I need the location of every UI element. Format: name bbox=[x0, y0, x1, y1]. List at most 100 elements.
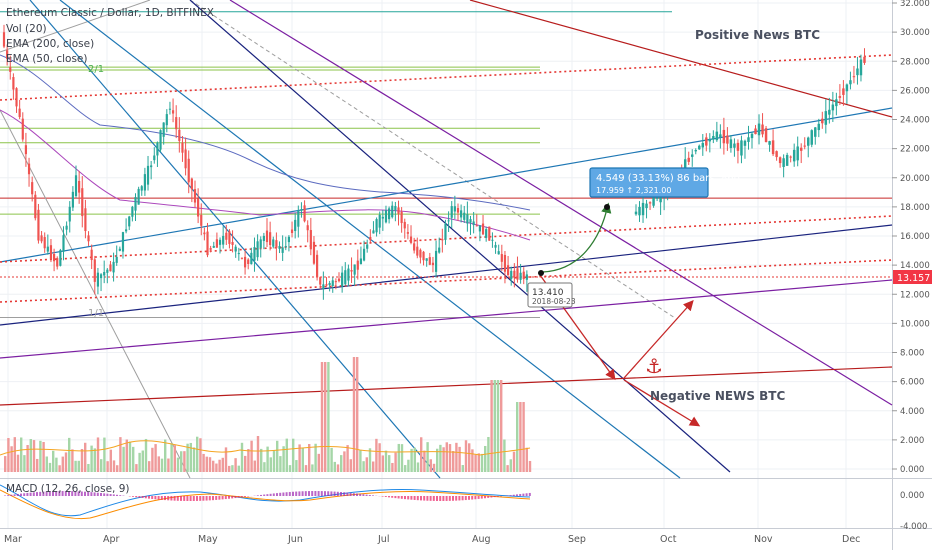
price-axis-label: 14.000 bbox=[900, 261, 930, 271]
candle bbox=[291, 230, 293, 233]
macd-bar bbox=[276, 493, 278, 496]
candle bbox=[466, 214, 468, 223]
time-axis-label: Jul bbox=[377, 534, 389, 545]
candle bbox=[501, 254, 503, 262]
macd-bar bbox=[487, 496, 489, 498]
candle bbox=[188, 159, 190, 183]
candle bbox=[768, 141, 770, 145]
macd-bar bbox=[362, 494, 364, 496]
volume-bar bbox=[218, 460, 220, 472]
volume-bar bbox=[362, 461, 364, 472]
candle bbox=[22, 119, 24, 140]
volume-bar bbox=[506, 465, 508, 472]
candle bbox=[103, 272, 105, 275]
candle bbox=[332, 280, 334, 286]
volume-bar bbox=[369, 448, 371, 472]
macd-bar bbox=[452, 496, 454, 501]
volume-bar bbox=[106, 461, 108, 472]
volume-bar bbox=[494, 380, 496, 472]
candle bbox=[169, 109, 171, 110]
macd-bar bbox=[446, 496, 448, 501]
macd-bar bbox=[318, 491, 320, 496]
candle bbox=[695, 150, 697, 151]
macd-bar bbox=[330, 491, 332, 496]
macd-bar bbox=[225, 496, 227, 499]
candle bbox=[269, 232, 271, 245]
macd-bar bbox=[238, 496, 240, 498]
candle bbox=[44, 237, 46, 248]
macd-bar bbox=[244, 496, 246, 497]
negative-news-label: Negative NEWS BTC bbox=[650, 389, 785, 403]
volume-bar bbox=[366, 457, 368, 472]
candle bbox=[335, 281, 337, 282]
candle bbox=[435, 251, 437, 272]
time-axis-label: Sep bbox=[568, 534, 586, 545]
volume-bar bbox=[446, 442, 448, 472]
candle bbox=[75, 175, 77, 196]
macd-bar bbox=[401, 496, 403, 499]
volume-bar bbox=[145, 439, 147, 472]
macd-bar bbox=[449, 496, 451, 501]
macd-axis-zero: 0.000 bbox=[900, 491, 924, 501]
candle bbox=[94, 259, 96, 282]
volume-bar bbox=[295, 460, 297, 472]
candle bbox=[447, 220, 449, 221]
volume-bar bbox=[420, 437, 422, 472]
candle bbox=[687, 158, 689, 162]
candle bbox=[200, 215, 202, 226]
macd-bar bbox=[174, 496, 176, 501]
candle bbox=[526, 274, 528, 279]
price-axis-label: 32.000 bbox=[900, 0, 930, 9]
candle bbox=[652, 197, 654, 206]
macd-bar bbox=[305, 491, 307, 496]
macd-bar bbox=[279, 493, 281, 496]
candle bbox=[138, 189, 140, 205]
volume-bar bbox=[148, 461, 150, 472]
candle bbox=[863, 57, 865, 63]
candle bbox=[257, 241, 259, 257]
candle bbox=[825, 111, 827, 125]
volume-bar bbox=[343, 451, 345, 472]
macd-bar bbox=[298, 491, 300, 496]
anchor-icon: ⚓ bbox=[645, 354, 663, 378]
macd-bar bbox=[190, 496, 192, 501]
volume-bar bbox=[404, 465, 406, 472]
volume-bar bbox=[503, 439, 505, 472]
time-axis-label: May bbox=[198, 534, 218, 545]
volume-bar bbox=[289, 465, 291, 472]
candle bbox=[635, 212, 637, 215]
candle bbox=[498, 251, 500, 254]
volume-bar bbox=[350, 459, 352, 472]
volume-bar bbox=[324, 362, 326, 472]
candle bbox=[485, 229, 487, 238]
volume-bar bbox=[71, 449, 73, 472]
volume-bar bbox=[337, 464, 339, 472]
volume-bar bbox=[526, 448, 528, 472]
candle bbox=[404, 222, 406, 228]
candle bbox=[216, 239, 218, 247]
candle bbox=[31, 182, 33, 194]
candle bbox=[391, 206, 393, 217]
macd-bar bbox=[222, 496, 224, 499]
candle bbox=[375, 219, 377, 232]
volume-bar bbox=[490, 380, 492, 472]
volume-bar bbox=[154, 444, 156, 472]
volume-bar bbox=[276, 441, 278, 472]
candle bbox=[744, 141, 746, 146]
volume-bar bbox=[398, 444, 400, 472]
macd-bar bbox=[337, 492, 339, 496]
macd-bar bbox=[526, 493, 528, 496]
candle bbox=[40, 235, 42, 241]
volume-bar bbox=[388, 455, 390, 472]
price-axis-label: 10.000 bbox=[900, 319, 930, 329]
macd-bar bbox=[138, 496, 140, 498]
macd-bar bbox=[302, 491, 304, 496]
macd-bar bbox=[407, 496, 409, 499]
candle bbox=[62, 235, 64, 252]
volume-bar bbox=[311, 464, 313, 472]
candle bbox=[197, 199, 199, 217]
price-axis[interactable]: 32.00030.00028.00026.00024.00022.00020.0… bbox=[892, 0, 930, 475]
candle bbox=[181, 143, 183, 153]
